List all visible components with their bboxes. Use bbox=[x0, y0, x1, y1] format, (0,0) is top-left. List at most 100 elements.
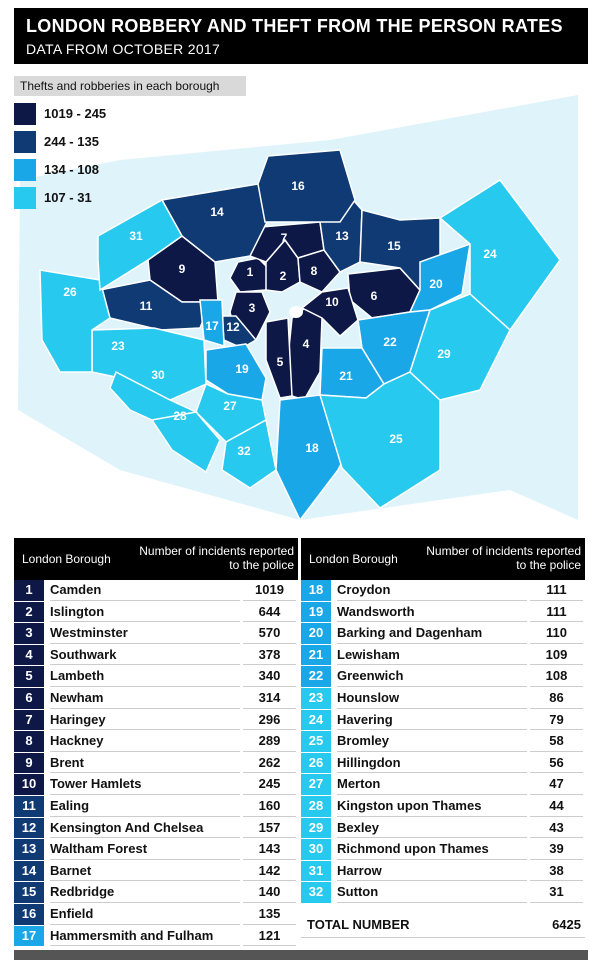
borough-name: Richmond upon Thames bbox=[337, 839, 527, 860]
table-row: 29 Bexley 43 bbox=[301, 817, 585, 840]
incident-count: 340 bbox=[243, 666, 296, 687]
london-borough-map: 1 234567891011121314151617181920212223242… bbox=[18, 95, 578, 522]
footer-bar bbox=[14, 950, 588, 960]
table-row: 23 Hounslow 86 bbox=[301, 687, 585, 710]
legend-label: 134 - 108 bbox=[44, 162, 99, 177]
table-row: 1 Camden 1019 bbox=[14, 580, 298, 602]
table-row: 8 Hackney 289 bbox=[14, 731, 298, 753]
borough-label-18: 18 bbox=[305, 441, 319, 455]
rank-number: 4 bbox=[14, 644, 44, 666]
table-row: 14 Barnet 142 bbox=[14, 860, 298, 883]
city-of-london-region bbox=[289, 306, 303, 318]
incident-count: 143 bbox=[243, 839, 296, 860]
table-row: 30 Richmond upon Thames 39 bbox=[301, 839, 585, 861]
borough-label-28: 28 bbox=[173, 409, 187, 423]
borough-name: Bromley bbox=[337, 731, 527, 752]
borough-name: Newham bbox=[50, 687, 240, 709]
rank-number: 20 bbox=[301, 623, 331, 644]
table-row: 6 Newham 314 bbox=[14, 687, 298, 710]
borough-name: Tower Hamlets bbox=[50, 774, 240, 795]
legend-swatch bbox=[14, 131, 36, 153]
rank-number: 15 bbox=[14, 882, 44, 903]
rank-number: 10 bbox=[14, 774, 44, 795]
rank-number: 19 bbox=[301, 601, 331, 623]
incident-count: 314 bbox=[243, 688, 296, 709]
table-row: 20 Barking and Dagenham 110 bbox=[301, 623, 585, 645]
table-row: 13 Waltham Forest 143 bbox=[14, 839, 298, 861]
rank-number: 13 bbox=[14, 839, 44, 860]
borough-label-15: 15 bbox=[387, 239, 401, 253]
incident-count: 289 bbox=[243, 731, 296, 752]
borough-name: Ealing bbox=[50, 795, 240, 817]
table-row: 9 Brent 262 bbox=[14, 752, 298, 775]
incident-count: 157 bbox=[243, 818, 296, 839]
legend-swatch bbox=[14, 103, 36, 125]
rank-number: 11 bbox=[14, 795, 44, 817]
borough-name: Kensington And Chelsea bbox=[50, 817, 240, 839]
borough-region-30 bbox=[109, 370, 199, 421]
table-header: London Borough Number of incidents repor… bbox=[301, 538, 585, 580]
borough-label-32: 32 bbox=[237, 444, 251, 458]
borough-name: Islington bbox=[50, 601, 240, 623]
table-row: 11 Ealing 160 bbox=[14, 795, 298, 818]
table-row: 3 Westminster 570 bbox=[14, 623, 298, 645]
incident-count: 111 bbox=[530, 580, 583, 601]
borough-name: Hillingdon bbox=[337, 752, 527, 774]
borough-label-20: 20 bbox=[429, 277, 443, 291]
borough-label-4: 4 bbox=[303, 337, 310, 351]
incident-count: 58 bbox=[530, 731, 583, 752]
column-header-incidents: Number of incidents reported to the poli… bbox=[139, 544, 294, 572]
rank-number: 24 bbox=[301, 709, 331, 731]
borough-region-29 bbox=[409, 293, 511, 401]
rank-number: 2 bbox=[14, 601, 44, 623]
rank-number: 8 bbox=[14, 731, 44, 752]
legend-label: 1019 - 245 bbox=[44, 106, 107, 121]
table-row: 2 Islington 644 bbox=[14, 601, 298, 624]
rank-number: 12 bbox=[14, 817, 44, 839]
borough-label-13: 13 bbox=[335, 229, 349, 243]
rank-number: 16 bbox=[14, 903, 44, 925]
borough-label-2: 2 bbox=[280, 269, 287, 283]
rank-number: 21 bbox=[301, 644, 331, 666]
incident-count: 121 bbox=[243, 926, 296, 947]
rank-number: 18 bbox=[301, 580, 331, 601]
rank-number: 9 bbox=[14, 752, 44, 774]
incident-count: 39 bbox=[530, 839, 583, 860]
borough-label-16: 16 bbox=[291, 179, 305, 193]
table-row: 26 Hillingdon 56 bbox=[301, 752, 585, 775]
incident-count: 110 bbox=[530, 623, 583, 644]
incident-count: 378 bbox=[243, 645, 296, 666]
borough-name: Waltham Forest bbox=[50, 839, 240, 860]
rank-number: 31 bbox=[301, 860, 331, 882]
incident-count: 109 bbox=[530, 645, 583, 666]
incident-count: 1019 bbox=[243, 580, 296, 601]
table-row: 22 Greenwich 108 bbox=[301, 666, 585, 688]
legend-title: Thefts and robberies in each borough bbox=[14, 76, 246, 96]
borough-label-29: 29 bbox=[437, 347, 451, 361]
incident-count: 56 bbox=[530, 753, 583, 774]
borough-name: Bexley bbox=[337, 817, 527, 839]
table-row: 27 Merton 47 bbox=[301, 774, 585, 796]
table-row: 19 Wandsworth 111 bbox=[301, 601, 585, 624]
borough-label-6: 6 bbox=[371, 289, 378, 303]
table-row: 31 Harrow 38 bbox=[301, 860, 585, 883]
borough-name: Hounslow bbox=[337, 687, 527, 709]
incident-count: 108 bbox=[530, 666, 583, 687]
borough-label-7: 7 bbox=[281, 231, 288, 245]
table-left: London Borough Number of incidents repor… bbox=[14, 538, 298, 948]
rank-number: 17 bbox=[14, 925, 44, 947]
total-value: 6425 bbox=[552, 917, 581, 932]
total-row: TOTAL NUMBER 6425 bbox=[301, 915, 585, 938]
borough-region-8 bbox=[297, 249, 341, 293]
legend-swatch bbox=[14, 187, 36, 209]
rank-number: 3 bbox=[14, 623, 44, 644]
borough-label-23: 23 bbox=[111, 339, 125, 353]
page-title: LONDON ROBBERY AND THEFT FROM THE PERSON… bbox=[26, 16, 563, 36]
borough-region-17 bbox=[199, 299, 225, 348]
borough-name: Southwark bbox=[50, 644, 240, 666]
borough-label-14: 14 bbox=[210, 205, 224, 219]
borough-name: Kingston upon Thames bbox=[337, 795, 527, 817]
borough-label-17: 17 bbox=[205, 319, 219, 333]
table-row: 5 Lambeth 340 bbox=[14, 666, 298, 688]
incident-count: 142 bbox=[243, 861, 296, 882]
